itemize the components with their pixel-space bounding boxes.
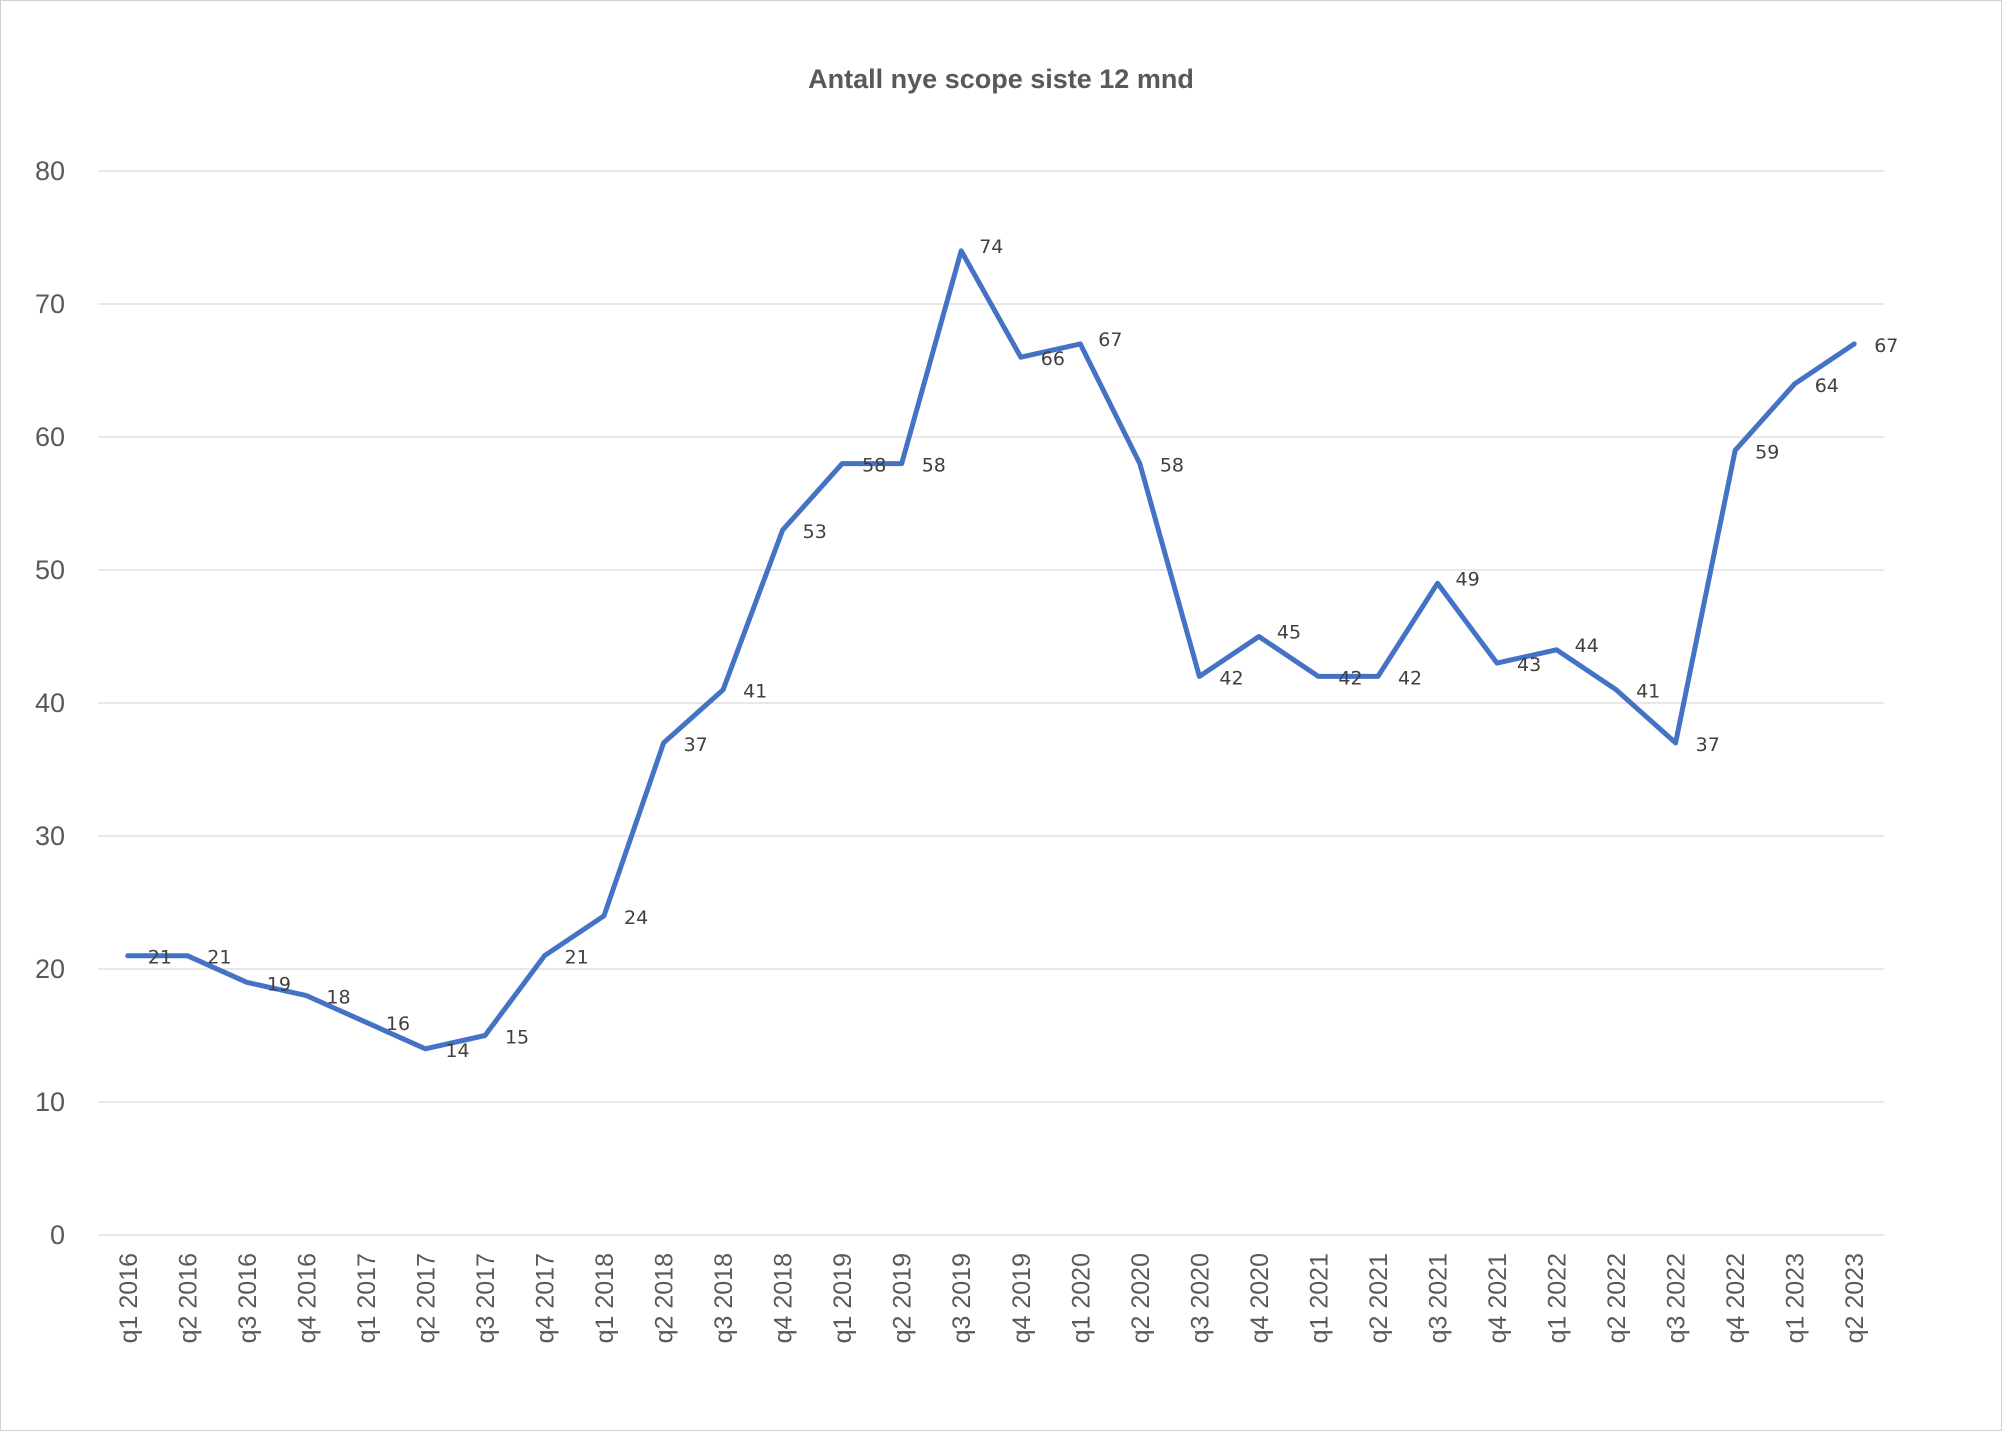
x-tick-label: q3 2022	[1663, 1253, 1691, 1343]
x-tick-label: q3 2018	[710, 1253, 738, 1343]
x-tick-label: q1 2021	[1305, 1253, 1333, 1343]
data-label: 64	[1815, 375, 1839, 397]
data-label: 45	[1277, 622, 1301, 644]
y-tick-label: 0	[50, 1220, 65, 1250]
data-label: 21	[207, 947, 231, 969]
data-label: 53	[803, 521, 827, 543]
gridlines	[98, 170, 1884, 1236]
series-line-layer	[125, 248, 1857, 1052]
x-tick-label: q1 2016	[115, 1253, 143, 1343]
data-label: 42	[1219, 667, 1243, 689]
data-label: 43	[1517, 654, 1541, 676]
y-axis-ticks: 0 10 20 30 40 50 60 70 80	[35, 156, 65, 1250]
x-tick-label: q1 2017	[353, 1253, 381, 1343]
x-tick-label: q3 2020	[1186, 1253, 1214, 1343]
y-tick-label: 30	[35, 821, 65, 851]
x-tick-label: q2 2017	[412, 1253, 440, 1343]
x-tick-label: q4 2017	[532, 1253, 560, 1343]
x-tick-label: q3 2021	[1425, 1253, 1453, 1343]
x-tick-label: q4 2018	[770, 1253, 798, 1343]
x-tick-label: q2 2022	[1603, 1253, 1631, 1343]
data-label: 18	[326, 987, 350, 1009]
y-tick-label: 60	[35, 422, 65, 452]
x-tick-label: q4 2020	[1246, 1253, 1274, 1343]
y-tick-label: 20	[35, 954, 65, 984]
data-labels: 21 21 19 18 16 14 15 21 24 37 41 53 58 58 74 66 67 58 42 45…	[148, 236, 1899, 1062]
data-label: 19	[267, 973, 291, 995]
y-tick-label: 70	[35, 289, 65, 319]
x-axis-ticks: q1 2016 q2 2016 q3 2016 q4 2016 q1 2017 q2 20…	[115, 1253, 1869, 1343]
data-label: 21	[565, 947, 589, 969]
x-tick-label: q1 2020	[1067, 1253, 1095, 1343]
data-label: 42	[1338, 667, 1362, 689]
data-label: 67	[1874, 335, 1898, 357]
data-label: 59	[1755, 441, 1779, 463]
data-label: 58	[1160, 455, 1184, 477]
data-label: 24	[624, 907, 648, 929]
x-tick-label: q4 2019	[1008, 1253, 1036, 1343]
data-label: 42	[1398, 667, 1422, 689]
data-label: 16	[386, 1013, 410, 1035]
x-tick-label: q2 2021	[1365, 1253, 1393, 1343]
data-label: 67	[1098, 329, 1122, 351]
x-tick-label: q1 2022	[1544, 1253, 1572, 1343]
data-label: 49	[1456, 568, 1480, 590]
x-tick-label: q2 2018	[651, 1253, 679, 1343]
x-tick-label: q1 2018	[591, 1253, 619, 1343]
data-label: 58	[862, 455, 886, 477]
x-tick-label: q3 2016	[234, 1253, 262, 1343]
x-tick-label: q4 2021	[1484, 1253, 1512, 1343]
y-tick-label: 80	[35, 156, 65, 186]
y-tick-label: 40	[35, 688, 65, 718]
x-tick-label: q2 2019	[889, 1253, 917, 1343]
data-label: 41	[743, 681, 767, 703]
data-label: 74	[979, 236, 1003, 258]
series-line	[125, 248, 1857, 1052]
chart-title: Antall nye scope siste 12 mnd	[808, 64, 1194, 94]
x-tick-label: q3 2019	[948, 1253, 976, 1343]
x-tick-label: q1 2019	[829, 1253, 857, 1343]
data-label: 37	[1696, 734, 1720, 756]
y-tick-label: 10	[35, 1087, 65, 1117]
data-label: 15	[505, 1027, 529, 1049]
x-tick-label: q2 2016	[174, 1253, 202, 1343]
x-tick-label: q2 2020	[1127, 1253, 1155, 1343]
x-tick-label: q3 2017	[472, 1253, 500, 1343]
data-label: 44	[1575, 635, 1599, 657]
x-tick-label: q1 2023	[1782, 1253, 1810, 1343]
y-tick-label: 50	[35, 555, 65, 585]
x-tick-label: q2 2023	[1841, 1253, 1869, 1343]
x-tick-label: q4 2016	[293, 1253, 321, 1343]
x-tick-label: q4 2022	[1722, 1253, 1750, 1343]
data-label: 14	[445, 1040, 469, 1062]
data-label: 37	[684, 734, 708, 756]
data-label: 66	[1041, 348, 1065, 370]
data-label: 41	[1636, 681, 1660, 703]
data-label: 58	[922, 455, 946, 477]
data-label: 21	[148, 947, 172, 969]
